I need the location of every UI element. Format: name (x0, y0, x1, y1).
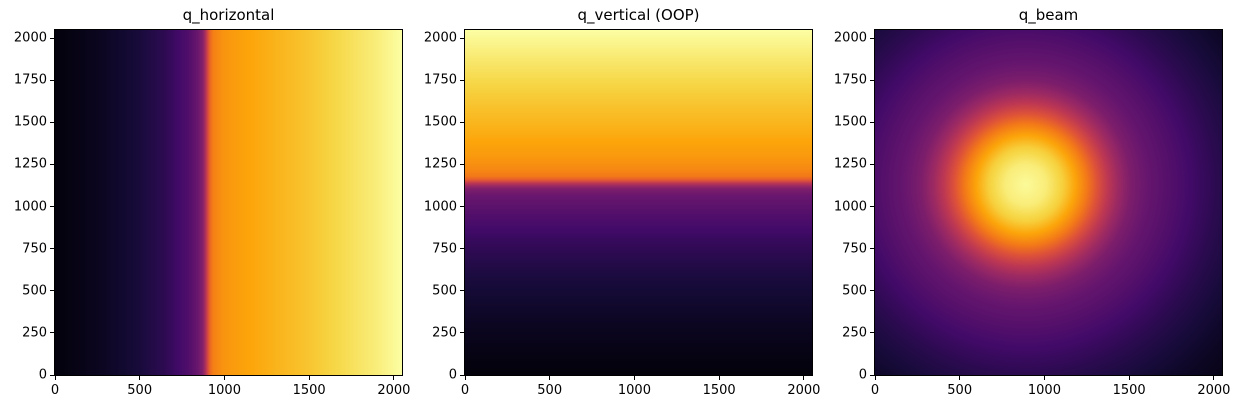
y-tick-label: 1500 (13, 114, 47, 130)
y-tick-mark (460, 332, 464, 334)
y-tick-mark (460, 121, 464, 123)
y-tick-label: 1250 (833, 156, 867, 172)
x-tick-mark (223, 376, 225, 380)
y-tick-label: 250 (842, 325, 867, 341)
x-tick-label: 500 (947, 383, 973, 398)
x-tick-label: 2000 (1197, 383, 1231, 398)
y-tick-label: 2000 (13, 30, 47, 46)
y-tick-mark (870, 290, 874, 292)
x-tick-label: 1000 (1027, 383, 1061, 398)
y-tick-label: 1500 (833, 114, 867, 130)
y-tick-label: 250 (22, 325, 47, 341)
y-tick-mark (870, 206, 874, 208)
y-tick-mark (870, 248, 874, 250)
heatmap-image (875, 30, 1222, 375)
x-tick-mark (874, 376, 876, 380)
subplot-title: q_vertical (OOP) (577, 6, 700, 24)
x-tick-mark (803, 376, 805, 380)
y-tick-mark (50, 79, 54, 81)
y-tick-mark (50, 332, 54, 334)
y-tick-label: 250 (432, 325, 457, 341)
y-tick-mark (870, 374, 874, 376)
subplot-title: q_horizontal (182, 6, 275, 24)
plot-area (874, 29, 1223, 376)
y-tick-label: 500 (432, 283, 457, 299)
y-tick-mark (50, 163, 54, 165)
y-tick-mark (50, 121, 54, 123)
x-tick-mark (139, 376, 141, 380)
y-tick-mark (50, 37, 54, 39)
heatmap-image (465, 30, 812, 375)
y-tick-mark (460, 37, 464, 39)
x-tick-label: 0 (50, 383, 60, 398)
x-tick-mark (633, 376, 635, 380)
x-tick-mark (393, 376, 395, 380)
y-tick-mark (460, 163, 464, 165)
x-tick-label: 1000 (617, 383, 651, 398)
y-tick-mark (460, 248, 464, 250)
plot-area (464, 29, 813, 376)
y-tick-mark (870, 79, 874, 81)
y-tick-label: 0 (448, 367, 457, 383)
y-tick-label: 750 (22, 241, 47, 257)
x-tick-mark (1043, 376, 1045, 380)
x-tick-mark (1213, 376, 1215, 380)
x-tick-label: 2000 (787, 383, 821, 398)
x-tick-label: 1500 (702, 383, 736, 398)
x-tick-label: 1500 (1112, 383, 1146, 398)
x-tick-label: 2000 (377, 383, 411, 398)
y-tick-label: 1750 (833, 72, 867, 88)
x-tick-label: 0 (460, 383, 470, 398)
x-tick-label: 0 (870, 383, 880, 398)
y-tick-label: 1750 (13, 72, 47, 88)
y-tick-label: 1500 (423, 114, 457, 130)
y-tick-label: 1750 (423, 72, 457, 88)
y-tick-mark (460, 206, 464, 208)
y-tick-mark (50, 290, 54, 292)
x-tick-mark (464, 376, 466, 380)
y-tick-label: 1000 (13, 199, 47, 215)
y-tick-mark (870, 163, 874, 165)
y-tick-label: 750 (432, 241, 457, 257)
x-tick-mark (959, 376, 961, 380)
y-tick-label: 2000 (423, 30, 457, 46)
y-tick-label: 1250 (13, 156, 47, 172)
y-tick-mark (460, 374, 464, 376)
y-tick-mark (870, 332, 874, 334)
x-tick-mark (1128, 376, 1130, 380)
x-tick-label: 1000 (207, 383, 241, 398)
x-tick-label: 500 (127, 383, 153, 398)
x-tick-label: 500 (537, 383, 563, 398)
y-tick-label: 500 (22, 283, 47, 299)
y-tick-mark (870, 37, 874, 39)
heatmap-image (55, 30, 402, 375)
y-tick-label: 2000 (833, 30, 867, 46)
y-tick-mark (460, 79, 464, 81)
x-tick-mark (54, 376, 56, 380)
y-tick-label: 1250 (423, 156, 457, 172)
x-tick-mark (718, 376, 720, 380)
y-tick-label: 750 (842, 241, 867, 257)
y-tick-label: 1000 (833, 199, 867, 215)
y-tick-label: 1000 (423, 199, 457, 215)
subplot-title: q_beam (1018, 6, 1079, 24)
y-tick-label: 500 (842, 283, 867, 299)
y-tick-label: 0 (858, 367, 867, 383)
plot-area (54, 29, 403, 376)
y-tick-mark (50, 206, 54, 208)
y-tick-label: 0 (38, 367, 47, 383)
y-tick-mark (460, 290, 464, 292)
y-tick-mark (50, 248, 54, 250)
x-tick-mark (308, 376, 310, 380)
x-tick-mark (549, 376, 551, 380)
y-tick-mark (870, 121, 874, 123)
y-tick-mark (50, 374, 54, 376)
x-tick-label: 1500 (292, 383, 326, 398)
